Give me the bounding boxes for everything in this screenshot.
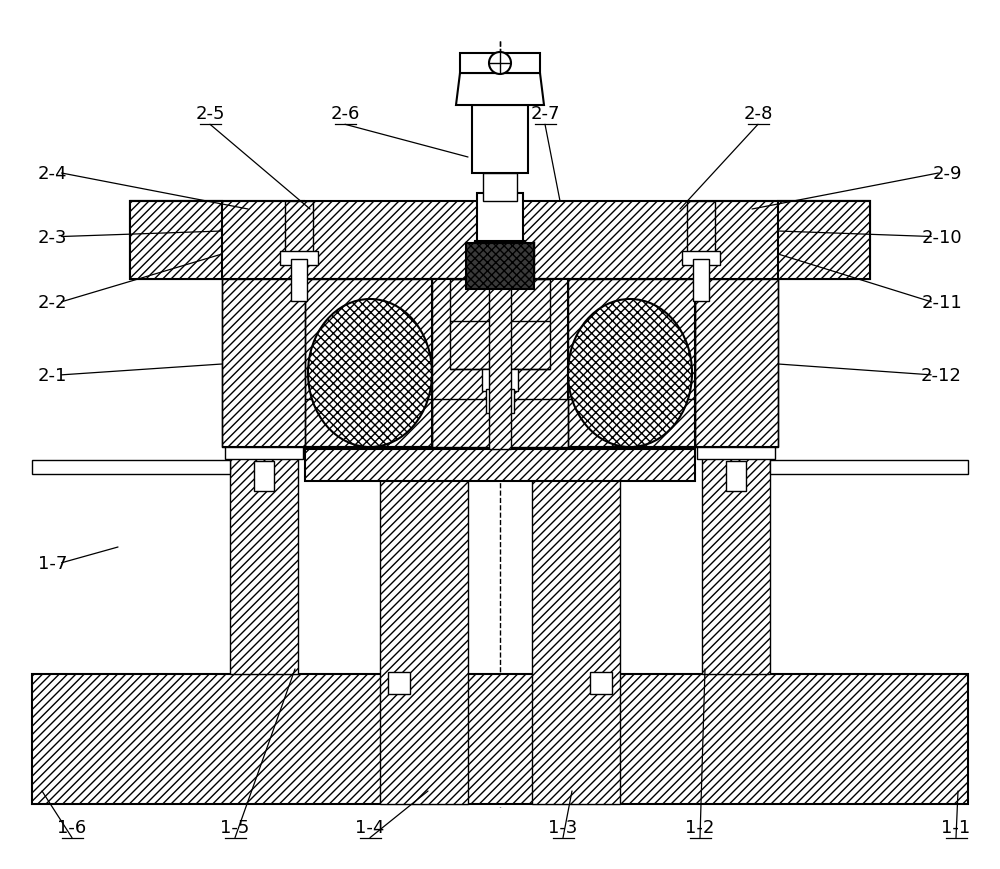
Ellipse shape <box>308 300 432 448</box>
Bar <box>450 280 550 369</box>
Text: 2-3: 2-3 <box>38 229 68 246</box>
Text: 2-8: 2-8 <box>743 105 773 123</box>
Circle shape <box>489 53 511 75</box>
Bar <box>285 202 313 260</box>
Bar <box>590 673 612 694</box>
Text: 2-9: 2-9 <box>932 165 962 182</box>
Text: 1-2: 1-2 <box>685 818 715 836</box>
Text: 2-11: 2-11 <box>921 294 962 311</box>
Bar <box>472 106 528 174</box>
Bar <box>489 275 511 449</box>
Text: 2-1: 2-1 <box>38 367 67 384</box>
Bar <box>380 454 468 804</box>
Bar <box>726 461 746 492</box>
Bar <box>130 202 222 280</box>
Bar <box>432 400 568 448</box>
Bar <box>230 454 298 674</box>
Bar <box>532 454 620 804</box>
Bar <box>770 461 968 474</box>
Bar <box>222 280 305 448</box>
Text: 1-3: 1-3 <box>548 818 578 836</box>
Bar <box>280 252 318 266</box>
Bar <box>693 260 709 302</box>
Text: 1-1: 1-1 <box>941 818 971 836</box>
Bar <box>702 454 770 674</box>
Bar <box>254 461 274 492</box>
Bar <box>482 369 518 392</box>
Text: 1-7: 1-7 <box>38 554 67 572</box>
Bar <box>432 280 568 448</box>
Text: 1-6: 1-6 <box>57 818 87 836</box>
Bar <box>682 252 720 266</box>
Bar <box>687 202 715 260</box>
Text: 2-2: 2-2 <box>38 294 68 311</box>
Bar <box>460 54 540 74</box>
Bar <box>32 674 968 804</box>
Text: 2-12: 2-12 <box>921 367 962 384</box>
Bar <box>291 260 307 302</box>
Polygon shape <box>456 74 544 106</box>
Text: 1-4: 1-4 <box>355 818 385 836</box>
Bar <box>305 449 695 481</box>
Ellipse shape <box>568 300 692 448</box>
Bar <box>32 461 230 474</box>
Bar <box>778 202 870 280</box>
Text: 1-5: 1-5 <box>220 818 250 836</box>
Bar <box>305 280 695 448</box>
Text: 2-10: 2-10 <box>921 229 962 246</box>
Text: 2-5: 2-5 <box>195 105 225 123</box>
Bar <box>695 280 778 448</box>
Bar <box>486 389 514 414</box>
Bar <box>477 194 523 242</box>
Bar <box>225 448 303 460</box>
Text: 2-6: 2-6 <box>330 105 360 123</box>
Polygon shape <box>468 242 532 280</box>
Text: 2-4: 2-4 <box>38 165 68 182</box>
Bar <box>697 448 775 460</box>
Bar <box>388 673 410 694</box>
Bar <box>483 174 517 202</box>
Bar <box>130 202 870 280</box>
Bar <box>466 243 534 289</box>
Text: 2-7: 2-7 <box>530 105 560 123</box>
